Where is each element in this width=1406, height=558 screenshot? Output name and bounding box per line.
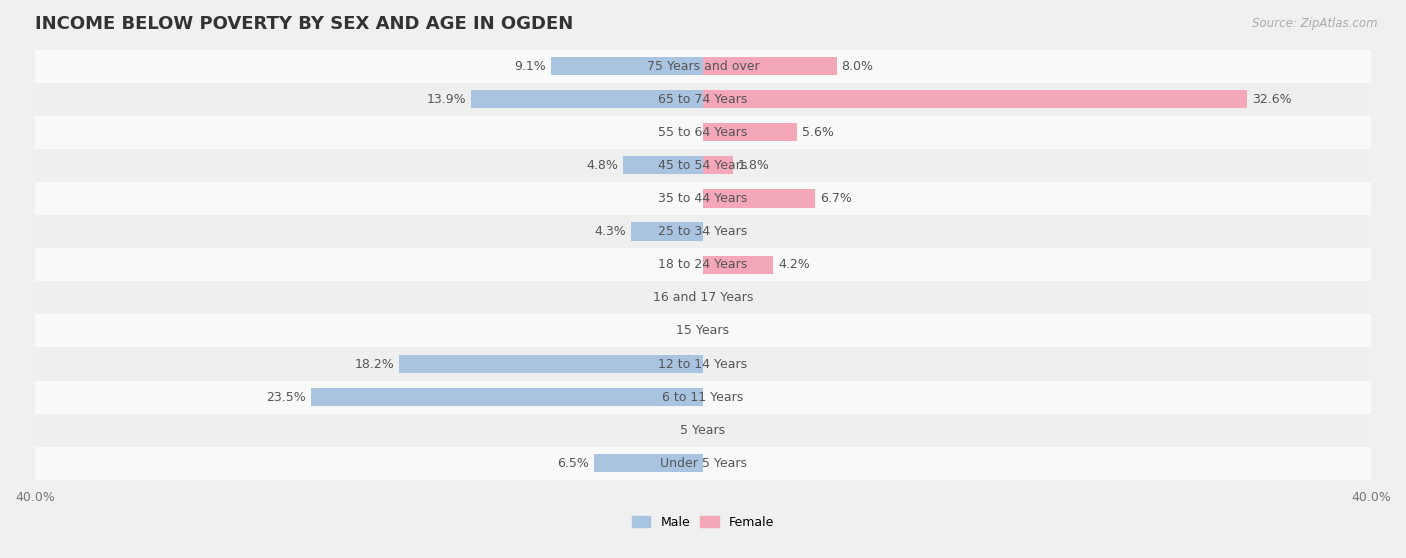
Text: 9.1%: 9.1%	[515, 60, 546, 73]
Bar	[35, 413, 1371, 447]
Bar	[35, 50, 1371, 83]
Bar	[703, 156, 733, 175]
Text: INCOME BELOW POVERTY BY SEX AND AGE IN OGDEN: INCOME BELOW POVERTY BY SEX AND AGE IN O…	[35, 15, 574, 33]
Bar	[631, 223, 703, 240]
Text: 4.8%: 4.8%	[586, 159, 617, 172]
Bar	[35, 314, 1371, 348]
Bar	[703, 57, 837, 75]
Bar	[311, 388, 703, 406]
Text: 12 to 14 Years: 12 to 14 Years	[658, 358, 748, 371]
Text: 6.5%: 6.5%	[558, 457, 589, 470]
Text: 23.5%: 23.5%	[266, 391, 305, 403]
Bar	[703, 90, 1247, 108]
Text: Under 5 Years: Under 5 Years	[659, 457, 747, 470]
Bar	[35, 381, 1371, 413]
Bar	[703, 189, 815, 208]
Text: 5 Years: 5 Years	[681, 424, 725, 437]
Text: 55 to 64 Years: 55 to 64 Years	[658, 126, 748, 139]
Text: 4.3%: 4.3%	[595, 225, 626, 238]
Text: 4.2%: 4.2%	[778, 258, 810, 271]
Text: 75 Years and over: 75 Years and over	[647, 60, 759, 73]
Bar	[35, 348, 1371, 381]
Bar	[35, 215, 1371, 248]
Bar	[623, 156, 703, 175]
Text: 6 to 11 Years: 6 to 11 Years	[662, 391, 744, 403]
Text: 13.9%: 13.9%	[426, 93, 465, 105]
Bar	[35, 248, 1371, 281]
Text: 8.0%: 8.0%	[842, 60, 873, 73]
Text: 25 to 34 Years: 25 to 34 Years	[658, 225, 748, 238]
Text: 16 and 17 Years: 16 and 17 Years	[652, 291, 754, 304]
Bar	[35, 281, 1371, 314]
Text: 32.6%: 32.6%	[1253, 93, 1292, 105]
Bar	[35, 149, 1371, 182]
Text: 6.7%: 6.7%	[820, 192, 852, 205]
Text: 35 to 44 Years: 35 to 44 Years	[658, 192, 748, 205]
Text: 45 to 54 Years: 45 to 54 Years	[658, 159, 748, 172]
Text: 5.6%: 5.6%	[801, 126, 834, 139]
Text: 18 to 24 Years: 18 to 24 Years	[658, 258, 748, 271]
Bar	[595, 454, 703, 473]
Bar	[35, 447, 1371, 480]
Bar	[35, 182, 1371, 215]
Bar	[551, 57, 703, 75]
Bar	[399, 355, 703, 373]
Bar	[35, 116, 1371, 149]
Bar	[703, 123, 797, 141]
Text: 1.8%: 1.8%	[738, 159, 770, 172]
Legend: Male, Female: Male, Female	[627, 511, 779, 533]
Text: Source: ZipAtlas.com: Source: ZipAtlas.com	[1253, 17, 1378, 30]
Text: 15 Years: 15 Years	[676, 324, 730, 338]
Text: 65 to 74 Years: 65 to 74 Years	[658, 93, 748, 105]
Bar	[471, 90, 703, 108]
Bar	[35, 83, 1371, 116]
Bar	[703, 256, 773, 274]
Text: 18.2%: 18.2%	[354, 358, 394, 371]
